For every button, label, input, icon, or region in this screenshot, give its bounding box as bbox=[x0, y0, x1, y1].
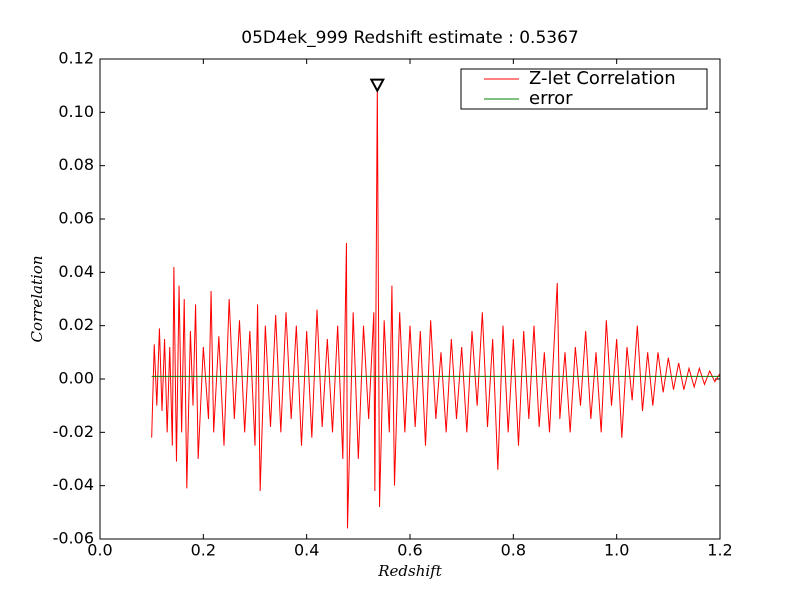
x-tick-label: 0.4 bbox=[294, 541, 319, 560]
x-tick-label: 0.0 bbox=[87, 541, 112, 560]
x-tick-label: 0.8 bbox=[501, 541, 526, 560]
x-tick-label: 1.0 bbox=[604, 541, 629, 560]
legend-label: error bbox=[529, 88, 573, 109]
legend-box bbox=[460, 68, 708, 110]
y-tick-label: 0.06 bbox=[58, 209, 94, 228]
x-tick-label: 0.6 bbox=[397, 541, 422, 560]
y-tick-label: 0.08 bbox=[58, 155, 94, 174]
peak-marker bbox=[369, 78, 385, 93]
x-tick-label: 0.2 bbox=[191, 541, 216, 560]
y-tick-label: 0.00 bbox=[58, 369, 94, 388]
chart-title: 05D4ek_999 Redshift estimate : 0.5367 bbox=[241, 28, 578, 48]
y-tick-label: 0.12 bbox=[58, 49, 94, 68]
y-tick-label: 0.10 bbox=[58, 102, 94, 121]
y-axis-label: Correlation bbox=[28, 256, 46, 343]
y-tick-label: -0.02 bbox=[53, 422, 94, 441]
legend-label: Z-let Correlation bbox=[529, 68, 676, 89]
y-tick-label: -0.04 bbox=[53, 475, 94, 494]
x-tick-label: 1.2 bbox=[707, 541, 732, 560]
y-tick-label: -0.06 bbox=[53, 529, 94, 548]
plot-frame bbox=[99, 58, 721, 540]
y-tick-label: 0.02 bbox=[58, 315, 94, 334]
y-tick-label: 0.04 bbox=[58, 262, 94, 281]
x-axis-label: Redshift bbox=[377, 562, 442, 580]
data-line bbox=[151, 85, 721, 529]
